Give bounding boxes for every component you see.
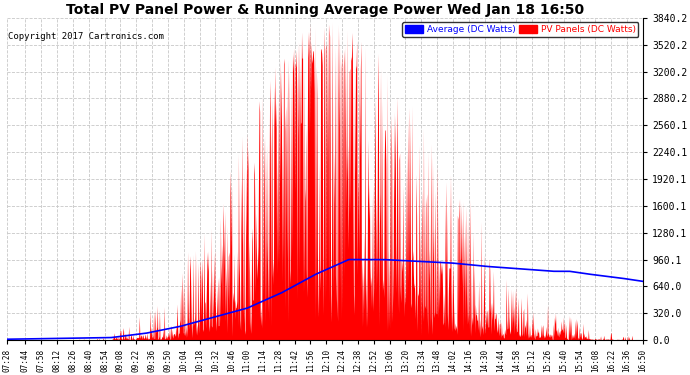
Text: Copyright 2017 Cartronics.com: Copyright 2017 Cartronics.com	[8, 32, 164, 41]
Title: Total PV Panel Power & Running Average Power Wed Jan 18 16:50: Total PV Panel Power & Running Average P…	[66, 3, 584, 17]
Legend: Average (DC Watts), PV Panels (DC Watts): Average (DC Watts), PV Panels (DC Watts)	[402, 22, 638, 37]
